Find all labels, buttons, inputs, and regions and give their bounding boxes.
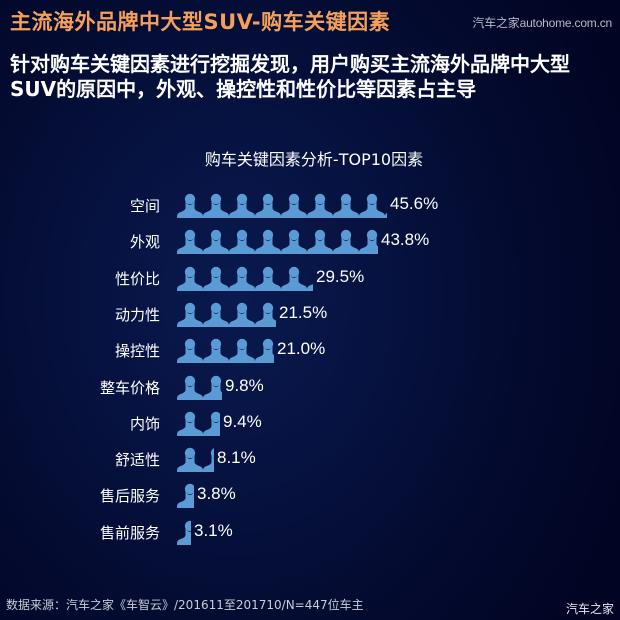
value-label: 29.5% [316, 266, 365, 286]
person-icon-bar [177, 446, 214, 473]
chart-row: 性价比 29.5% [0, 263, 620, 293]
value-label: 21.5% [279, 302, 328, 322]
chart-row: 舒适性 8.1% [0, 444, 620, 474]
person-icon-bar [177, 374, 222, 400]
person-icon [177, 411, 220, 436]
person-icon-bar [177, 482, 194, 509]
value-label: 43.8% [381, 230, 430, 250]
person-icon-bar [177, 410, 220, 436]
summary-text: 针对购车关键因素进行挖掘发现，用户购买主流海外品牌中大型SUV的原因中，外观、操… [10, 52, 570, 101]
autohome-logo-text: 汽车之家 [565, 602, 614, 616]
chart-title: 购车关键因素分析-TOP10因素 [204, 150, 424, 169]
person-icon-bar [177, 192, 387, 218]
category-label: 性价比 [114, 269, 160, 288]
value-label: 21.0% [277, 339, 326, 359]
page-title: 主流海外品牌中大型SUV-购车关键因素 [10, 10, 391, 34]
person-icon [177, 447, 214, 473]
person-icon-bar [177, 301, 276, 327]
person-icon-bar [177, 228, 378, 255]
person-icon [177, 375, 222, 400]
autohome-watermark: 汽车之家autohome.com.cn [472, 16, 612, 30]
person-icon [177, 302, 276, 327]
value-label: 45.6% [390, 194, 439, 213]
category-label: 动力性 [114, 305, 160, 324]
person-icon [177, 520, 191, 545]
chart-row: 动力性 21.5% [0, 299, 620, 329]
person-icon [177, 230, 378, 255]
chart-row: 外观 43.8% [0, 226, 620, 256]
chart-row: 内饰 9.4% [0, 408, 620, 438]
value-label: 3.1% [194, 520, 233, 540]
data-source-note: 数据来源：汽车之家《车智云》/201611至201710/N=447位车主 [6, 598, 364, 612]
person-icon [177, 338, 274, 364]
category-label: 舒适性 [114, 451, 160, 470]
value-label: 9.8% [225, 375, 264, 395]
value-label: 3.8% [197, 484, 236, 504]
chart-row: 操控性 21.0% [0, 335, 620, 365]
category-label: 售后服务 [99, 487, 160, 506]
category-label: 售前服务 [99, 523, 160, 542]
chart-row: 空间 45.6% [0, 190, 620, 220]
person-icon-bar [177, 265, 313, 291]
category-label: 操控性 [114, 342, 160, 361]
chart-row: 整车价格 9.8% [0, 372, 620, 402]
person-icon-bar [177, 519, 191, 545]
value-label: 9.4% [223, 411, 262, 431]
category-label: 空间 [129, 197, 160, 215]
value-label: 8.1% [217, 448, 256, 468]
person-icon [177, 484, 194, 509]
category-label: 外观 [129, 233, 160, 252]
person-icon-bar [177, 337, 274, 364]
chart-row: 售后服务 3.8% [0, 480, 620, 510]
category-label: 整车价格 [99, 378, 160, 397]
person-icon [177, 193, 387, 218]
person-icon [177, 266, 313, 291]
category-label: 内饰 [129, 414, 160, 433]
chart-row: 售前服务 3.1% [0, 517, 620, 547]
